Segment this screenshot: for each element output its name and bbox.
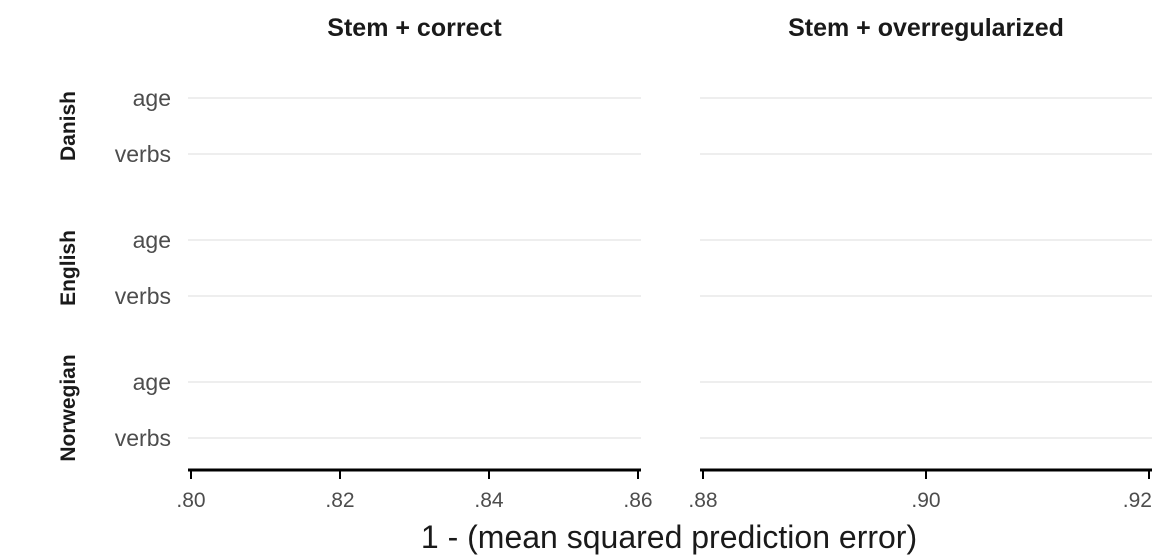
y-tick-label: age: [133, 227, 171, 253]
x-tick-label: .88: [688, 489, 717, 512]
facet-row-title: Norwegian: [57, 354, 80, 461]
y-tick-label: verbs: [115, 425, 171, 451]
facet-column-title: Stem + overregularized: [788, 14, 1064, 42]
x-axes: [188, 468, 1152, 479]
x-tick-label: .92: [1123, 489, 1152, 512]
y-tick-label: age: [133, 85, 171, 111]
gridlines: [188, 97, 1152, 439]
facet-row-title: Danish: [57, 91, 80, 161]
y-tick-label: age: [133, 369, 171, 395]
x-tick-label: .90: [911, 489, 940, 512]
facet-row-title: English: [57, 230, 80, 306]
x-tick-label: .84: [474, 489, 504, 512]
x-tick-label: .80: [176, 489, 205, 512]
y-tick-label: verbs: [115, 141, 171, 167]
facet-column-title: Stem + correct: [327, 14, 502, 42]
x-axis-label: 1 - (mean squared prediction error): [421, 519, 917, 555]
x-tick-label: .82: [325, 489, 354, 512]
y-tick-label: verbs: [115, 283, 171, 309]
x-tick-label: .86: [623, 489, 652, 512]
labels: Stem + correct Stem + overregularized Dani…: [57, 14, 1152, 512]
